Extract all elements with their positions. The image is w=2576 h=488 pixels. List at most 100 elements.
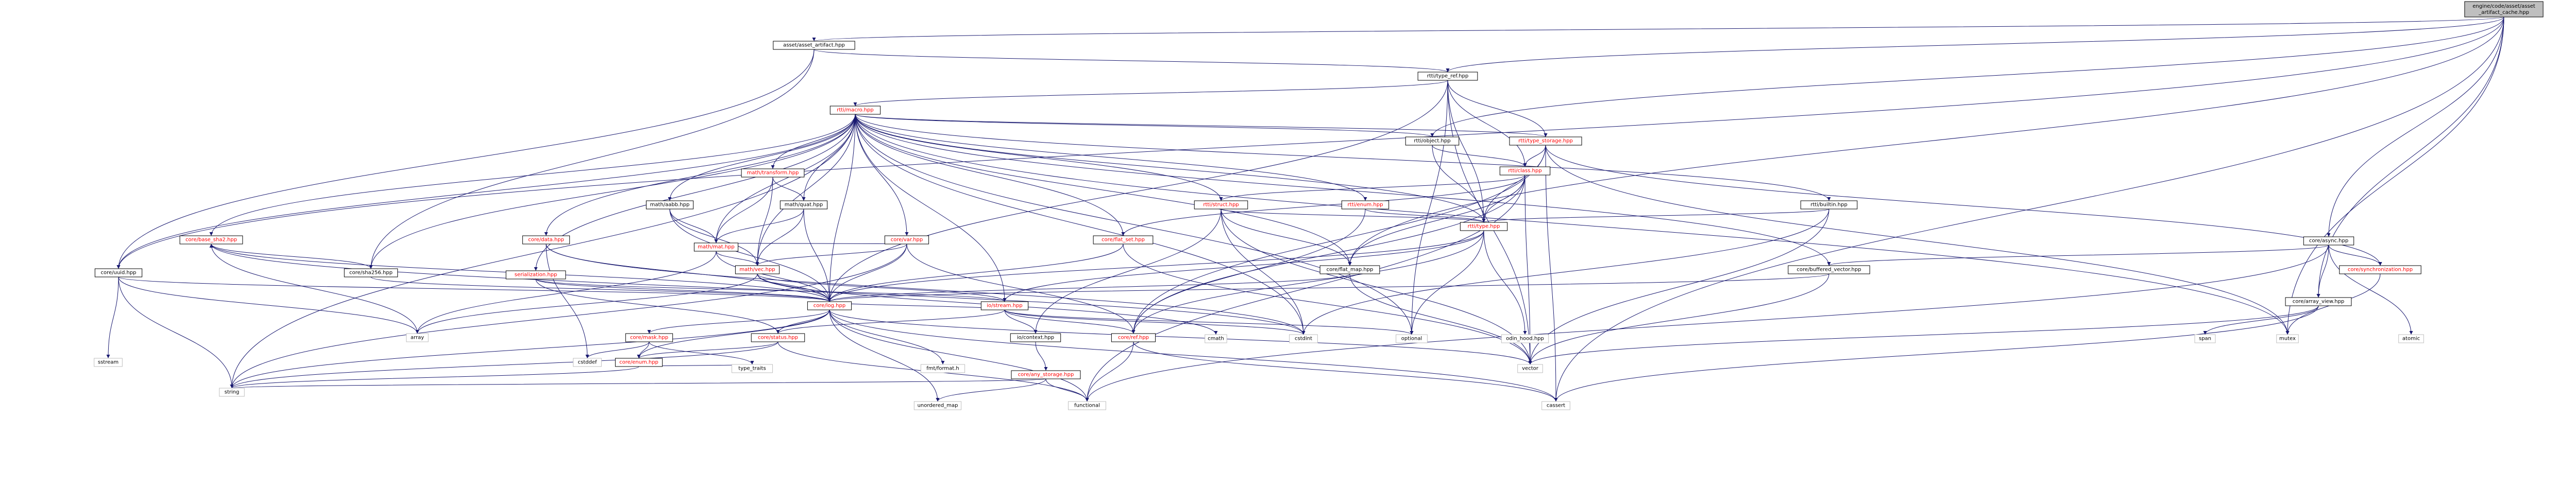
node-core_data[interactable]: core/data.hpp <box>522 235 570 245</box>
node-core_uuid[interactable]: core/uuid.hpp <box>94 268 143 277</box>
node-label-rtti_struct: rtti/struct.hpp <box>1203 202 1239 208</box>
edge-artifact-to-core_sha256 <box>369 49 815 269</box>
edge-core_buffered_vector-to-s_vector <box>1528 273 1829 365</box>
node-label-math_transform: math/transform.hpp <box>747 170 799 176</box>
node-label-io_context: io/context.hpp <box>1017 335 1054 341</box>
edge-rtti_class-to-rtti_struct <box>1219 175 1526 201</box>
edge-core_var-to-math_vec <box>755 243 907 266</box>
node-core_ref[interactable]: core/ref.hpp <box>1111 333 1156 342</box>
node-label-type_ref: rtti/type_ref.hpp <box>1427 74 1469 79</box>
edge-core_async-to-s_functional <box>1085 245 2329 402</box>
node-label-core_uuid: core/uuid.hpp <box>100 270 136 276</box>
node-label-math_aabb: math/aabb.hpp <box>650 202 690 208</box>
node-box-math_quat <box>779 200 828 210</box>
node-s_cmath: cmath <box>1205 334 1227 343</box>
edge-core_mask-to-s_type_traits <box>649 341 754 365</box>
node-label-core_buffered_vector: core/buffered_vector.hpp <box>1797 267 1861 273</box>
node-core_var[interactable]: core/var.hpp <box>884 235 929 245</box>
node-core_log[interactable]: core/log.hpp <box>807 301 852 310</box>
node-serialization[interactable]: serialization.hpp <box>505 270 566 280</box>
node-math_vec[interactable]: math/vec.hpp <box>735 265 780 274</box>
node-box-core_array_view <box>2285 297 2352 306</box>
node-rtti_macro[interactable]: rtti/macro.hpp <box>829 106 881 115</box>
node-label-root: engine/code/asset/asset _artifact_cache.h… <box>2472 4 2535 15</box>
node-core_buffered_vector[interactable]: core/buffered_vector.hpp <box>1788 265 1870 274</box>
node-object[interactable]: rtti/object.hpp <box>1405 136 1460 146</box>
node-label-core_array_view: core/array_view.hpp <box>2293 299 2345 305</box>
node-label-s_atomic: atomic <box>2402 336 2420 342</box>
node-label-core_sync: core/synchronization.hpp <box>2348 267 2413 273</box>
edge-type_storage-to-core_sync <box>1545 145 2382 266</box>
edge-artifact-to-type_ref <box>814 49 1450 73</box>
node-core_sha256[interactable]: core/sha256.hpp <box>344 268 398 277</box>
edge-math_vec-to-io_stream <box>757 273 1007 302</box>
edge-rtti_macro-to-rtti_struct <box>855 114 1223 201</box>
edge-math_quat-to-core_log <box>803 208 832 302</box>
edge-type_storage-to-s_cassert <box>1545 145 1558 402</box>
node-core_async[interactable]: core/async.hpp <box>2303 236 2354 246</box>
node-rtti_type[interactable]: rtti/type.hpp <box>1460 222 1508 231</box>
edge-rtti_macro-to-math_aabb <box>668 114 856 201</box>
node-box-type_ref <box>1417 72 1478 81</box>
node-box-core_enum <box>615 358 663 367</box>
node-type_ref[interactable]: rtti/type_ref.hpp <box>1417 72 1478 81</box>
node-label-core_status: core/status.hpp <box>758 335 798 341</box>
node-type_storage[interactable]: rtti/type_storage.hpp <box>1509 136 1582 146</box>
edge-rtti_struct-to-rtti_type <box>1221 208 1486 223</box>
node-core_status[interactable]: core/status.hpp <box>751 333 805 342</box>
node-s_atomic: atomic <box>2398 334 2424 343</box>
node-box-s_functional <box>1068 401 1106 410</box>
edge-type_ref-to-s_optional <box>1410 80 1448 335</box>
edge-core_async-to-core_sync <box>2328 245 2382 266</box>
node-io_stream[interactable]: io/stream.hpp <box>980 301 1029 310</box>
node-math_quat[interactable]: math/quat.hpp <box>779 200 828 210</box>
edge-rtti_struct-to-io_context <box>1033 208 1222 334</box>
node-rtti_enum[interactable]: rtti/enum.hpp <box>1341 200 1389 210</box>
edge-core_log-to-core_mask <box>647 309 830 334</box>
node-box-rtti_struct <box>1194 200 1248 210</box>
edge-serialization-to-core_status <box>535 278 780 334</box>
node-io_context[interactable]: io/context.hpp <box>1010 333 1061 342</box>
edges-layer <box>106 16 2504 402</box>
node-rtti_struct[interactable]: rtti/struct.hpp <box>1194 200 1248 210</box>
edge-rtti_class-to-s_vector <box>1524 175 1532 365</box>
edge-object-to-rtti_class <box>1432 145 1527 167</box>
node-box-s_cstddef <box>573 358 602 367</box>
node-core_any_storage[interactable]: core/any_storage.hpp <box>1011 370 1081 379</box>
node-core_base_sha[interactable]: core/base_sha2.hpp <box>179 235 243 245</box>
edge-core_flat_map-to-core_log <box>827 273 1350 302</box>
node-core_mask[interactable]: core/mask.hpp <box>625 333 673 342</box>
node-core_array_view[interactable]: core/array_view.hpp <box>2285 297 2352 306</box>
node-artifact[interactable]: asset/asset_artifact.hpp <box>773 41 855 50</box>
edge-rtti_enum-to-rtti_type <box>1365 208 1486 223</box>
node-rtti_class[interactable]: rtti/class.hpp <box>1499 166 1551 176</box>
node-box-s_unordered_map <box>913 401 962 410</box>
node-box-s_span <box>2194 334 2216 343</box>
node-box-core_sync <box>2339 265 2421 274</box>
edge-core_uuid-to-s_sstream <box>106 276 119 359</box>
node-s_fmt: fmt/format.h <box>920 364 965 373</box>
edge-type_ref-to-rtti_class <box>1447 80 1527 167</box>
node-math_mat[interactable]: math/mat.hpp <box>693 242 739 252</box>
node-label-rtti_builtin: rtti/builtin.hpp <box>1810 202 1848 208</box>
node-core_sync[interactable]: core/synchronization.hpp <box>2339 265 2421 274</box>
edge-core_data-to-s_cstddef <box>546 243 589 359</box>
node-label-s_functional: functional <box>1074 403 1100 409</box>
node-rtti_builtin[interactable]: rtti/builtin.hpp <box>1800 200 1858 210</box>
node-label-core_base_sha: core/base_sha2.hpp <box>185 237 237 243</box>
node-label-rtti_macro: rtti/macro.hpp <box>837 108 874 113</box>
node-label-math_mat: math/mat.hpp <box>698 245 735 250</box>
node-math_aabb[interactable]: math/aabb.hpp <box>646 200 694 210</box>
node-core_flat_map[interactable]: core/flat_map.hpp <box>1319 265 1380 274</box>
edge-core_base_sha-to-s_array <box>211 243 419 334</box>
node-label-core_sha256: core/sha256.hpp <box>349 270 393 276</box>
node-core_enum[interactable]: core/enum.hpp <box>615 358 663 367</box>
edge-root-to-object <box>1430 16 2504 137</box>
edge-core_mask-to-s_cstddef <box>585 341 650 359</box>
node-core_flat_set[interactable]: core/flat_set.hpp <box>1093 235 1154 245</box>
edge-core_any_storage-to-s_unordered_map <box>936 378 1046 402</box>
node-box-s_sstream <box>94 358 123 367</box>
node-label-core_log: core/log.hpp <box>814 303 846 309</box>
node-root[interactable]: engine/code/asset/asset _artifact_cache.h… <box>2464 1 2544 18</box>
node-math_transform[interactable]: math/transform.hpp <box>741 168 805 178</box>
